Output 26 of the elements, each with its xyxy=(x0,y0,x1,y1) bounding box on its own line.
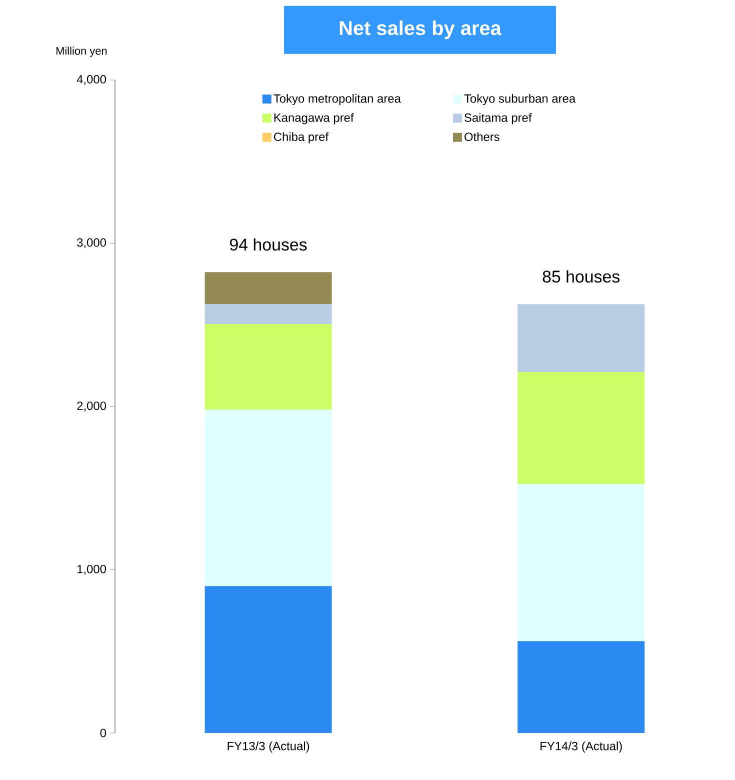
legend-label: Others xyxy=(464,132,500,142)
bar xyxy=(204,324,332,410)
legend-label: Chiba pref xyxy=(274,132,329,144)
chart-title: Net sales by area xyxy=(340,20,502,40)
bar xyxy=(204,272,332,304)
legend-label: Kanagawa pref xyxy=(274,113,354,124)
bar xyxy=(518,641,645,733)
bar xyxy=(518,372,645,484)
bar xyxy=(518,304,645,372)
annotation: 85 houses xyxy=(542,270,620,283)
y-tick-label: 1,000 xyxy=(77,564,106,575)
y-tick-label: 0 xyxy=(100,728,106,738)
y-axis-title: Million yen xyxy=(56,46,107,57)
legend-label: Tokyo metropolitan area xyxy=(274,94,401,106)
y-tick-label: 4,000 xyxy=(76,75,106,85)
y-tick-label: 3,000 xyxy=(77,238,106,248)
x-tick-label: FY13/3 (Actual) xyxy=(228,742,310,753)
bar xyxy=(204,586,332,733)
bar xyxy=(518,484,645,642)
legend-label: Saitama pref xyxy=(464,113,532,124)
y-tick-label: 2,000 xyxy=(77,402,106,412)
x-tick-label: FY14/3 (Actual) xyxy=(540,742,622,753)
legend-label: Tokyo suburban area xyxy=(464,94,576,106)
bar xyxy=(204,304,332,324)
bar xyxy=(204,410,332,586)
annotation: 94 houses xyxy=(230,238,307,251)
